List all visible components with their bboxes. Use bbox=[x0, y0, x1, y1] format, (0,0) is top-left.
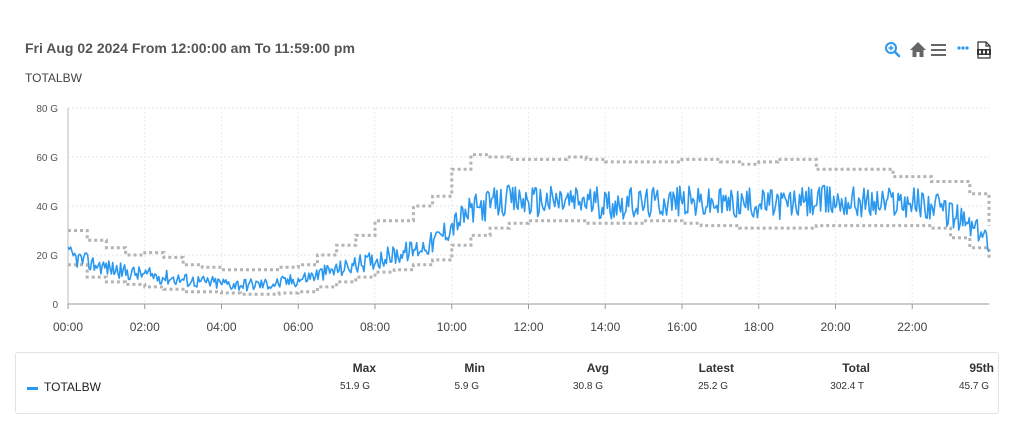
stat-value-max: 51.9 G bbox=[339, 381, 370, 392]
stat-header-latest: Latest bbox=[698, 361, 734, 375]
x-tick-label: 16:00 bbox=[667, 320, 697, 334]
legend-stats-panel: TOTALBW Max Min Avg Latest Total 95th 51… bbox=[15, 352, 999, 414]
y-tick-label: 0 bbox=[52, 300, 58, 311]
x-tick-label: 06:00 bbox=[283, 320, 313, 334]
legend-swatch bbox=[27, 387, 38, 390]
more-icon[interactable] bbox=[956, 40, 976, 60]
x-tick-label: 02:00 bbox=[130, 320, 160, 334]
stat-header-max: Max bbox=[352, 361, 376, 375]
legend-series-name[interactable]: TOTALBW bbox=[44, 380, 101, 394]
totalbw-series-line[interactable] bbox=[67, 184, 990, 292]
stat-value-latest: 25.2 G bbox=[697, 381, 728, 392]
home-icon[interactable] bbox=[908, 40, 928, 60]
x-tick-label: 22:00 bbox=[897, 320, 927, 334]
menu-icon[interactable] bbox=[929, 40, 949, 60]
stat-value-total: 302.4 T bbox=[830, 381, 864, 392]
x-tick-label: 00:00 bbox=[53, 320, 83, 334]
y-tick-label: 40 G bbox=[36, 202, 58, 213]
x-tick-label: 04:00 bbox=[206, 320, 236, 334]
csv-file-icon[interactable] bbox=[974, 40, 994, 60]
stat-header-total: Total bbox=[842, 361, 870, 375]
stat-value-95th: 45.7 G bbox=[958, 381, 989, 392]
y-tick-label: 80 G bbox=[36, 104, 58, 115]
chart-axes: 0 20 G 40 G 60 G 80 G 00:00 02:00 04:00 06:00 08:… bbox=[36, 104, 989, 334]
stat-header-95th: 95th bbox=[969, 361, 994, 375]
x-tick-label: 08:00 bbox=[360, 320, 390, 334]
x-tick-label: 10:00 bbox=[437, 320, 467, 334]
lower-bound-line bbox=[68, 219, 991, 296]
metric-label: TOTALBW bbox=[25, 71, 82, 85]
y-tick-label: 60 G bbox=[36, 153, 58, 164]
stat-header-min: Min bbox=[464, 361, 485, 375]
x-tick-label: 14:00 bbox=[590, 320, 620, 334]
chart-date-range-title: Fri Aug 02 2024 From 12:00:00 am To 11:5… bbox=[25, 40, 355, 56]
upper-bound-line bbox=[68, 153, 991, 272]
x-tick-label: 20:00 bbox=[820, 320, 850, 334]
stat-header-avg: Avg bbox=[586, 361, 609, 375]
x-tick-label: 18:00 bbox=[744, 320, 774, 334]
y-tick-label: 20 G bbox=[36, 251, 58, 262]
bandwidth-line-chart: 0 20 G 40 G 60 G 80 G 00:00 02:00 04:00 06:00 08:… bbox=[36, 104, 991, 334]
stat-value-avg: 30.8 G bbox=[572, 381, 603, 392]
x-tick-label: 12:00 bbox=[513, 320, 543, 334]
zoom-icon[interactable] bbox=[883, 40, 903, 60]
chart-series bbox=[67, 153, 991, 296]
stat-value-min: 5.9 G bbox=[454, 381, 479, 392]
